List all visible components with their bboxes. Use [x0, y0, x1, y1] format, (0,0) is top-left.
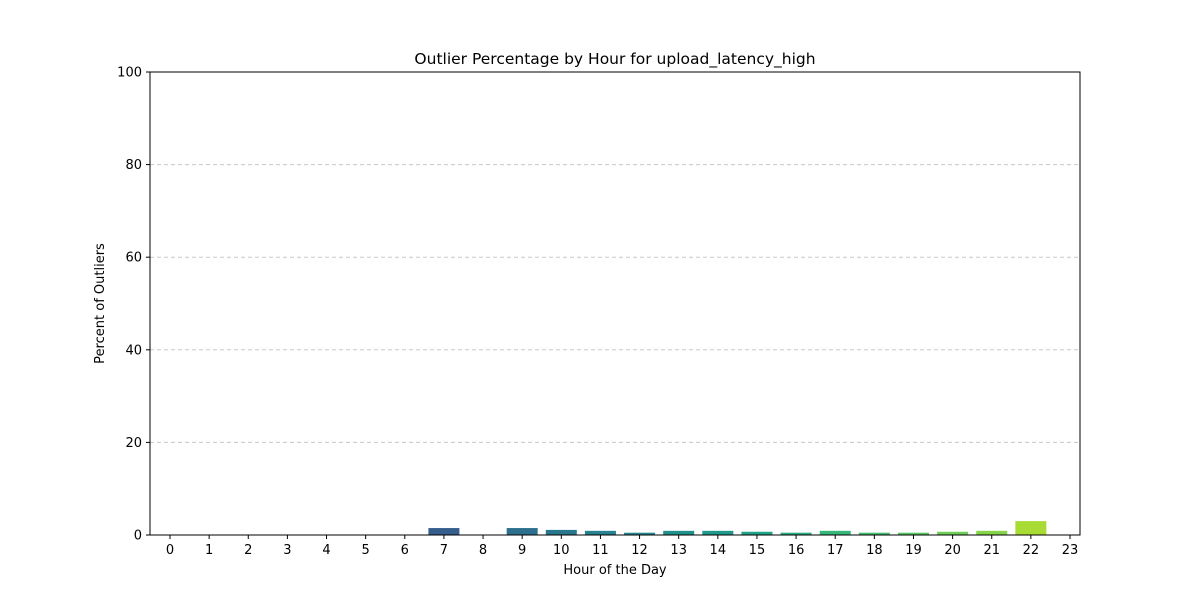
- x-tick-label: 0: [166, 543, 174, 558]
- x-tick-label: 5: [362, 543, 370, 558]
- bar: [819, 530, 851, 535]
- bar: [428, 528, 460, 535]
- bar: [506, 528, 538, 535]
- x-tick-label: 14: [710, 543, 727, 558]
- y-tick-label: 0: [134, 529, 142, 544]
- x-tick-label: 13: [670, 543, 687, 558]
- x-axis-ticks: 0 1 2 3 4 5 6 7 8 9 10 11 12 13 14 15 16 17 18 19 20 21 22 23: [166, 535, 1078, 558]
- plot-frame: [149, 71, 1081, 536]
- x-tick-label: 8: [479, 543, 487, 558]
- x-tick-label: 4: [322, 543, 330, 558]
- x-tick-label: 9: [518, 543, 526, 558]
- x-axis-label: Hour of the Day: [563, 563, 667, 578]
- x-tick-label: 10: [553, 543, 570, 558]
- x-tick-label: 16: [788, 543, 805, 558]
- x-tick-label: 19: [905, 543, 922, 558]
- x-tick-label: 6: [401, 543, 409, 558]
- bar: [937, 531, 969, 535]
- chart-title: Outlier Percentage by Hour for upload_la…: [414, 50, 815, 69]
- bar: [584, 530, 616, 535]
- y-axis-ticks: 0 20 40 60 80 100: [117, 66, 150, 544]
- x-tick-label: 3: [283, 543, 291, 558]
- gridlines: [150, 164, 1080, 443]
- y-tick-label: 20: [125, 436, 142, 451]
- y-tick-label: 40: [125, 343, 142, 358]
- bar: [702, 530, 734, 535]
- x-tick-label: 17: [827, 543, 844, 558]
- x-tick-label: 11: [592, 543, 609, 558]
- bar: [1015, 521, 1047, 535]
- bar: [897, 532, 929, 535]
- bar: [780, 532, 812, 535]
- bar: [624, 532, 656, 535]
- y-tick-label: 60: [125, 251, 142, 266]
- bar: [858, 532, 890, 535]
- x-tick-label: 21: [983, 543, 1000, 558]
- x-tick-label: 1: [205, 543, 213, 558]
- x-tick-label: 12: [631, 543, 648, 558]
- bar: [976, 530, 1008, 535]
- y-tick-label: 100: [117, 66, 142, 81]
- x-tick-label: 23: [1062, 543, 1079, 558]
- x-tick-label: 2: [244, 543, 252, 558]
- x-tick-label: 15: [749, 543, 766, 558]
- bar: [663, 530, 695, 535]
- x-tick-label: 7: [440, 543, 448, 558]
- x-tick-label: 22: [1023, 543, 1040, 558]
- bars: [428, 521, 1047, 535]
- x-tick-label: 18: [866, 543, 883, 558]
- y-tick-label: 80: [125, 158, 142, 173]
- x-tick-label: 20: [944, 543, 961, 558]
- bar: [741, 531, 773, 535]
- bar: [545, 529, 577, 535]
- y-axis-label: Percent of Outliers: [93, 243, 108, 364]
